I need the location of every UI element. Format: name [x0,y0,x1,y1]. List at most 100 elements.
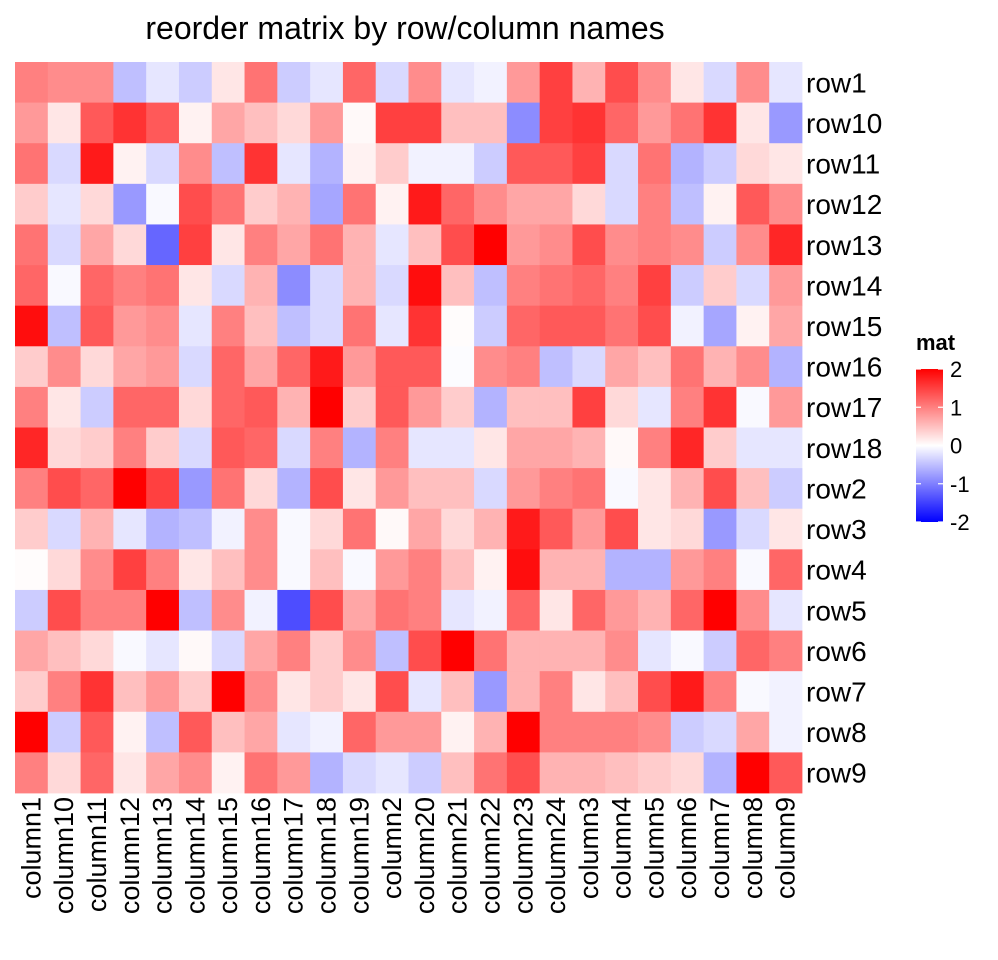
heatmap-cell [736,589,770,631]
heatmap-cell [146,549,180,591]
heatmap-cell [146,305,180,347]
heatmap-cell [15,630,49,672]
heatmap-cell [277,671,311,713]
column-label: column22 [475,797,505,914]
heatmap-cell [638,671,672,713]
heatmap-cell [178,305,213,347]
heatmap-cell [539,386,573,428]
heatmap-cell [146,752,180,794]
heatmap-cell [47,711,81,753]
heatmap-cell [277,224,311,266]
heatmap-cell [277,143,311,185]
column-label: column4 [607,797,637,899]
heatmap-cell [408,143,442,185]
heatmap-cell [113,427,147,469]
heatmap-cell [310,62,344,104]
heatmap-cell [80,305,114,347]
heatmap-cell [15,62,49,104]
heatmap-cell [506,427,541,469]
row-label: row5 [806,595,867,626]
heatmap-cell [474,508,508,550]
heatmap-cell [670,589,705,631]
heatmap-cell [15,711,49,753]
heatmap-cell [80,102,114,144]
heatmap-cell [441,183,475,225]
heatmap-cell [244,508,278,550]
heatmap-cell [244,224,278,266]
heatmap-cell [703,102,737,144]
heatmap-cell [539,711,573,753]
heatmap-cell [441,102,475,144]
heatmap-cell [506,630,541,672]
heatmap-cell [474,102,508,144]
heatmap-cell [474,62,508,104]
heatmap-cell [277,508,311,550]
heatmap-cell [244,102,278,144]
heatmap-cell [47,427,81,469]
heatmap-cell [605,62,639,104]
heatmap-cell [113,265,147,307]
heatmap-cell [178,62,213,104]
heatmap-cell [15,346,49,388]
heatmap-cell [211,711,245,753]
heatmap-cell [703,630,737,672]
legend-tick-label: 2 [950,357,962,382]
heatmap-cell [736,265,770,307]
heatmap-cell [15,305,49,347]
heatmap-cell [310,549,344,591]
heatmap-cell [670,386,705,428]
row-label: row15 [806,311,882,342]
heatmap-cell [211,305,245,347]
heatmap-cell [47,508,81,550]
heatmap-cell [113,752,147,794]
heatmap-cell [178,224,213,266]
heatmap-cell [769,265,803,307]
heatmap-cell [670,224,705,266]
heatmap-cell [80,752,114,794]
heatmap-cell [605,630,639,672]
heatmap-cell [375,386,409,428]
heatmap-cell [211,346,245,388]
heatmap-cell [310,386,344,428]
heatmap-cell [375,183,409,225]
heatmap-cell [638,752,672,794]
heatmap-cell [310,508,344,550]
heatmap-cell [211,508,245,550]
heatmap-cell [15,549,49,591]
column-label: column12 [115,797,145,914]
heatmap-cell [113,549,147,591]
heatmap-cell [80,427,114,469]
heatmap-cell [146,224,180,266]
column-label: column10 [49,797,79,914]
heatmap-cell [113,508,147,550]
heatmap-cell [113,183,147,225]
heatmap-cell [310,427,344,469]
column-label: column5 [639,797,669,899]
heatmap-cell [539,468,573,510]
heatmap-cell [506,183,541,225]
heatmap-cell [113,711,147,753]
heatmap-cell [47,386,81,428]
heatmap-cell [769,305,803,347]
heatmap-cell [408,427,442,469]
heatmap-cell [178,711,213,753]
heatmap-cell [605,427,639,469]
heatmap-cell [408,752,442,794]
heatmap-cell [572,752,606,794]
heatmap-cell [539,183,573,225]
heatmap-cell [539,752,573,794]
heatmap-cell [47,305,81,347]
heatmap-cell [113,468,147,510]
heatmap-cell [80,468,114,510]
heatmap-cell [211,224,245,266]
row-label: row7 [806,676,867,707]
heatmap-cell [375,711,409,753]
heatmap-cell [375,265,409,307]
row-label: row16 [806,352,882,383]
heatmap-cell [80,589,114,631]
heatmap-cell [178,589,213,631]
heatmap-cell [277,305,311,347]
heatmap-cell [703,143,737,185]
heatmap-cell [211,549,245,591]
heatmap-cell [506,508,541,550]
